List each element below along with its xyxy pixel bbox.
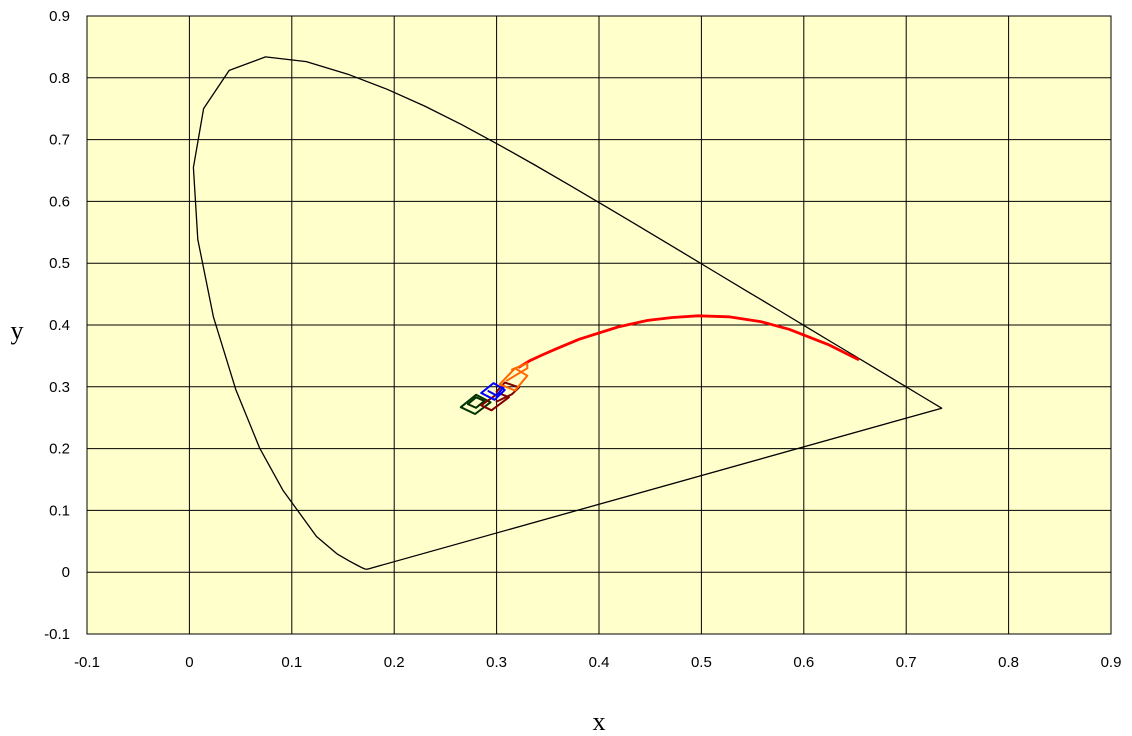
x-tick-label: 0.6	[793, 654, 814, 671]
x-tick-label: 0.1	[281, 654, 302, 671]
x-tick-label: 0.2	[384, 654, 405, 671]
region-blue-line	[487, 385, 505, 397]
y-tick-label: 0.4	[49, 317, 70, 334]
y-tick-label: 0.1	[49, 502, 70, 519]
y-tick-label: 0.8	[49, 70, 70, 87]
x-tick-label: 0.9	[1101, 654, 1122, 671]
x-tick-label: 0.8	[998, 654, 1019, 671]
region-blue-line	[480, 382, 506, 401]
x-tick-label: 0.7	[896, 654, 917, 671]
x-tick-label: -0.1	[74, 654, 100, 671]
y-tick-label: 0.6	[49, 193, 70, 210]
spectral-locus-line	[192, 56, 943, 570]
y-tick-label: 0.2	[49, 441, 70, 458]
y-axis-label: y	[11, 316, 24, 345]
data-series	[192, 56, 943, 570]
region-orange-line	[505, 362, 529, 382]
region-orange-line	[498, 367, 529, 392]
y-tick-label: 0	[62, 564, 70, 581]
plot-area-border	[86, 15, 1112, 635]
region-green-line	[459, 393, 492, 415]
y-tick-label: -0.1	[44, 626, 70, 643]
x-tick-label: 0	[185, 654, 193, 671]
region-green-line	[466, 396, 486, 409]
x-tick-label: 0.4	[589, 654, 610, 671]
y-tick-labels: 0.9 0.8 0.7 0.6 0.5 0.4 0.3 0.2 0.1 0 -0.1	[44, 8, 70, 643]
y-tick-label: 0.5	[49, 255, 70, 272]
planckian-locus-line	[517, 314, 860, 369]
region-darkred-line	[480, 392, 510, 412]
x-tick-labels: -0.1 0 0.1 0.2 0.3 0.4 0.5 0.6 0.7 0.8 0.9	[74, 654, 1121, 671]
y-tick-label: 0.3	[49, 379, 70, 396]
y-tick-label: 0.7	[49, 132, 70, 149]
y-tick-label: 0.9	[49, 8, 70, 25]
x-tick-label: 0.3	[486, 654, 507, 671]
x-axis-label: x	[593, 707, 606, 736]
x-tick-label: 0.5	[691, 654, 712, 671]
